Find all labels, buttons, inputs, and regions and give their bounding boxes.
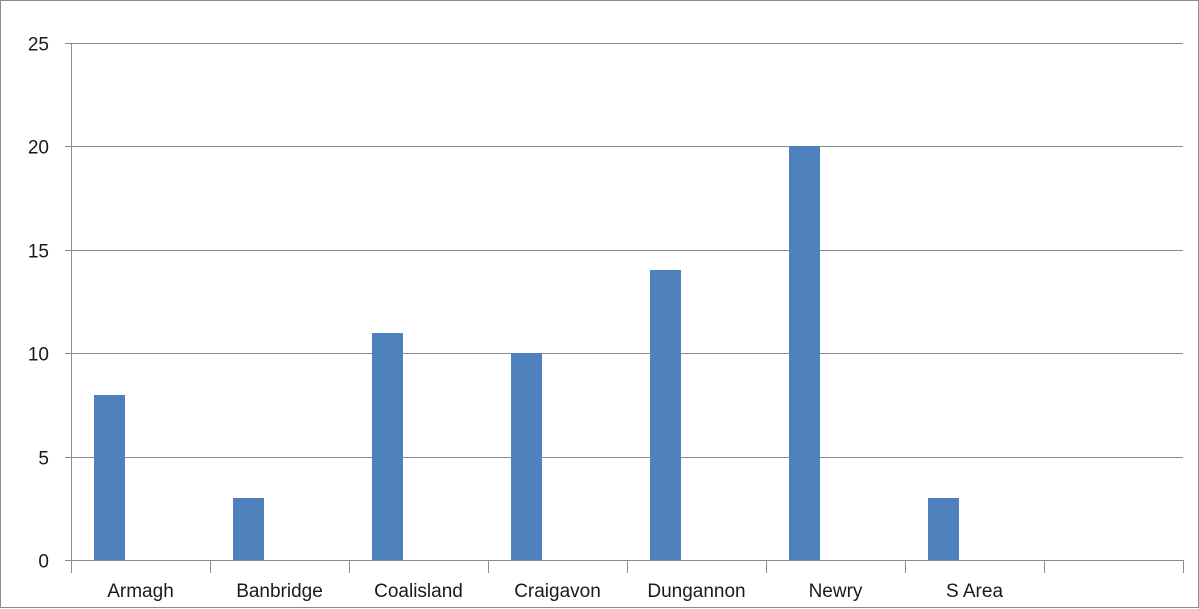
x-tick-label-dungannon: Dungannon (647, 581, 745, 602)
x-tick-label-banbridge: Banbridge (236, 581, 323, 602)
y-tick-label-15: 15 (28, 242, 49, 263)
bar-newry (789, 146, 820, 560)
axes (65, 43, 1184, 573)
x-tick-label-newry: Newry (809, 581, 863, 602)
bar-dungannon (650, 270, 681, 560)
bar-coalisland (372, 333, 403, 560)
bars (94, 146, 959, 560)
x-tick-label-craigavon: Craigavon (514, 581, 601, 602)
bar-banbridge (233, 498, 264, 560)
y-tick-label-25: 25 (28, 35, 49, 56)
bar-armagh (94, 395, 125, 560)
gridlines (65, 43, 1183, 458)
y-tick-label-5: 5 (38, 449, 49, 470)
y-tick-labels: 0 5 10 15 20 25 (28, 35, 49, 573)
bar-craigavon (511, 353, 542, 560)
x-tick-labels: Armagh Banbridge Coalisland Craigavon Dungan… (107, 581, 1003, 602)
y-tick-label-20: 20 (28, 138, 49, 159)
y-tick-label-10: 10 (28, 345, 49, 366)
y-tick-label-0: 0 (38, 552, 49, 573)
x-tick-label-coalisland: Coalisland (374, 581, 463, 602)
x-tick-label-s-area: S Area (946, 581, 1003, 602)
bar-s-area (928, 498, 959, 560)
x-tick-label-armagh: Armagh (107, 581, 174, 602)
